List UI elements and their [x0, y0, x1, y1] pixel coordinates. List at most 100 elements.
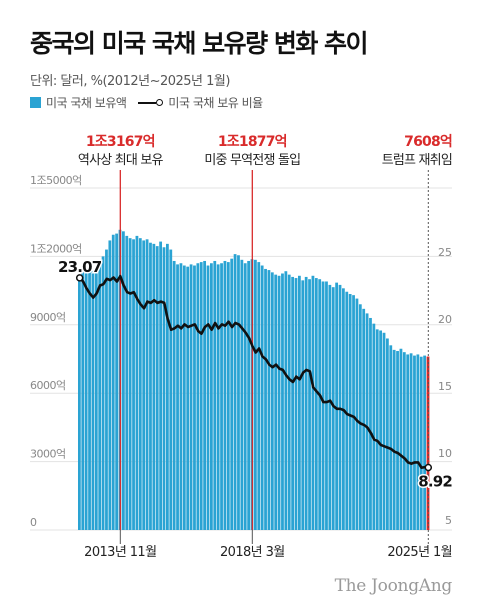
bar	[423, 355, 427, 530]
bar	[135, 235, 139, 530]
bar	[372, 323, 376, 530]
bar	[291, 276, 295, 530]
bar	[132, 239, 135, 531]
bar	[254, 259, 257, 530]
bar	[396, 351, 399, 530]
bar	[298, 275, 301, 530]
bar	[358, 304, 362, 530]
ratio-end-point	[424, 463, 433, 472]
bar	[328, 284, 332, 530]
bar	[331, 287, 335, 530]
ratio-start-point	[75, 274, 84, 282]
bar	[142, 240, 146, 530]
bar	[240, 259, 244, 530]
bar	[352, 295, 355, 530]
line-legend-label: 미국 국채 보유 비율	[168, 96, 263, 110]
bar	[203, 260, 207, 530]
bar	[355, 298, 359, 530]
bar	[294, 278, 298, 530]
bar	[335, 282, 339, 530]
bar	[284, 271, 288, 530]
bar	[314, 278, 318, 530]
bar	[199, 262, 203, 530]
bar	[166, 243, 169, 531]
ratio-line	[78, 274, 429, 469]
bar	[392, 349, 396, 530]
left-axis-tick-label: 3000억	[30, 448, 66, 461]
bar	[406, 354, 410, 530]
bar	[257, 262, 261, 530]
bar	[413, 355, 416, 530]
bar	[108, 240, 112, 530]
x-axis-tick-label: 2025년 1월	[387, 545, 452, 560]
bar	[281, 273, 284, 530]
bar	[84, 273, 88, 530]
bar	[138, 238, 142, 530]
bar	[348, 294, 352, 530]
bar	[186, 266, 190, 530]
bar	[172, 260, 176, 530]
line-legend-swatch	[138, 99, 164, 106]
bar	[152, 243, 156, 531]
right-axis-tick-label: 25	[438, 246, 452, 259]
unit-note: 단위: 달러, %(2012년~2025년 1월)	[30, 74, 230, 89]
bar	[81, 272, 85, 530]
bar	[220, 263, 223, 530]
bar	[287, 274, 291, 530]
bar	[399, 348, 403, 530]
bar	[237, 255, 240, 530]
bar	[260, 265, 264, 530]
bar	[216, 264, 220, 530]
bar	[193, 265, 196, 530]
x-axis-tick-label: 2018년 3월	[220, 545, 285, 560]
annotation-caption: 트럼프 재취임	[382, 153, 452, 168]
right-axis-tick-label: 5	[445, 514, 452, 527]
bar	[91, 271, 95, 530]
bar	[196, 263, 200, 530]
left-axis-tick-label: 1조5000억	[30, 174, 82, 187]
bar	[115, 233, 119, 530]
bar	[162, 247, 166, 530]
annotation-value-label: 1조1877억	[218, 134, 287, 150]
bar	[243, 263, 247, 530]
bar	[145, 239, 149, 531]
bar	[125, 235, 129, 530]
bar-legend-swatch	[30, 97, 41, 108]
publisher-logo: The JoongAng	[334, 576, 453, 596]
bar	[301, 280, 305, 530]
bar	[375, 329, 379, 530]
bar	[389, 345, 393, 530]
bar	[379, 330, 383, 530]
bar-legend-label: 미국 국채 보유액	[46, 96, 127, 110]
bar	[277, 275, 281, 530]
annotation-caption: 미중 무역전쟁 돌입	[204, 153, 300, 168]
bar	[182, 265, 186, 530]
bar	[223, 260, 227, 530]
bar	[98, 265, 102, 530]
bar	[189, 264, 193, 530]
bar	[78, 274, 81, 530]
bar	[122, 231, 125, 530]
bar	[308, 279, 311, 530]
left-axis-tick-label: 9000억	[30, 311, 66, 324]
page-title: 중국의 미국 국채 보유량 변화 추이	[30, 29, 369, 58]
bar	[179, 263, 183, 530]
left-axis-tick-label: 6000억	[30, 379, 66, 392]
bar	[318, 279, 322, 530]
bar	[345, 291, 349, 530]
annotation-caption: 역사상 최대 보유	[78, 153, 164, 168]
right-axis-tick-label: 20	[438, 313, 452, 326]
ratio-end-label: 8.92	[418, 472, 452, 490]
left-axis-tick-label: 0	[30, 516, 37, 529]
bar	[128, 238, 132, 530]
bar	[402, 352, 406, 530]
bar	[105, 249, 108, 530]
bar	[206, 265, 210, 530]
bar	[264, 268, 267, 530]
bar	[101, 256, 105, 530]
bar	[321, 281, 325, 530]
bar	[267, 270, 271, 530]
bar	[111, 234, 115, 531]
bar	[230, 258, 234, 530]
